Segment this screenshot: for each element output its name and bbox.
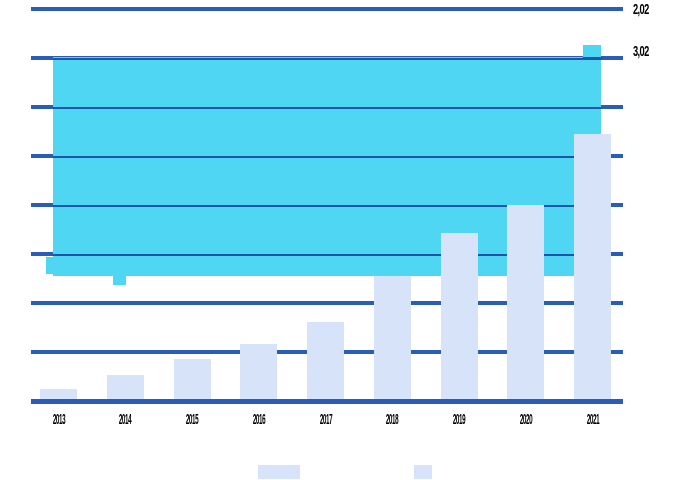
x-tick-label: 2020 (519, 411, 533, 428)
bar-2021 (574, 134, 611, 401)
y-gridline (31, 301, 623, 305)
bar-2017 (307, 321, 344, 401)
x-tick-label: 2016 (252, 411, 266, 428)
legend-swatch (414, 465, 432, 479)
x-tick-label: 2015 (185, 411, 199, 428)
x-tick-label: 2019 (452, 411, 466, 428)
bar-2020 (507, 205, 545, 401)
bar-2013 (40, 389, 77, 401)
bar-2016 (240, 344, 278, 401)
data-label: 3,02 (633, 43, 649, 60)
x-axis-line (31, 399, 623, 404)
x-tick-label: 2014 (119, 411, 132, 428)
x-tick-label: 2013 (52, 411, 65, 428)
x-tick-label: 2021 (586, 411, 599, 428)
y-gridline-thin-overlay (583, 57, 603, 60)
y-gridline-thin-overlay (53, 58, 601, 60)
bar-2019 (440, 233, 478, 401)
data-label: 2,02 (633, 1, 649, 18)
band-series-left-notch (46, 257, 54, 274)
x-tick-label: 2018 (386, 411, 399, 428)
y-gridline-thin-overlay (53, 254, 601, 256)
bar-2015 (173, 358, 211, 401)
bar-2018 (373, 275, 411, 401)
y-gridline-thin-overlay (53, 156, 601, 158)
x-tick-label: 2017 (319, 411, 332, 428)
y-gridline-thin-overlay (53, 205, 601, 207)
bar-2014 (106, 374, 144, 401)
legend-swatch (258, 465, 300, 479)
y-gridline (31, 7, 623, 11)
y-gridline-thin-overlay (53, 107, 601, 109)
band-series-bottom-tab (113, 276, 126, 285)
